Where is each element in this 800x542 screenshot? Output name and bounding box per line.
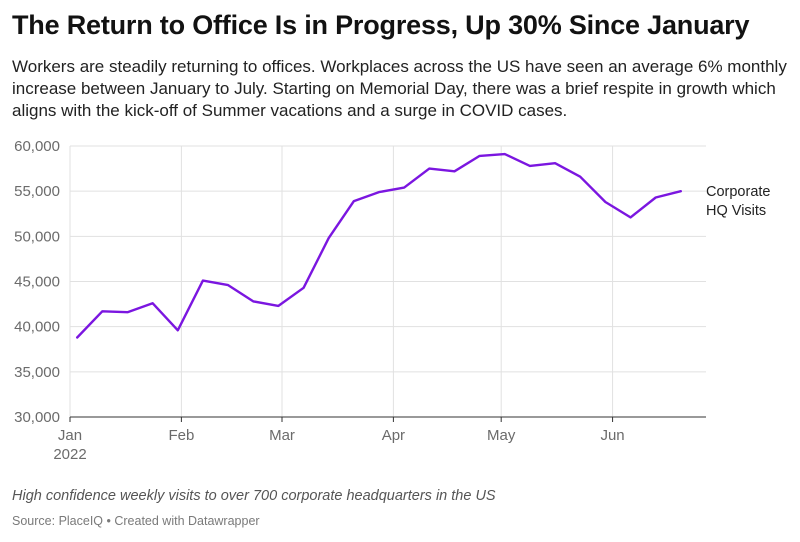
y-tick-label: 50,000 bbox=[14, 228, 60, 245]
y-tick-label: 30,000 bbox=[14, 409, 60, 426]
line-chart: 30,000 35,000 40,000 45,000 50,000 55,000 60,0… bbox=[14, 138, 770, 463]
chart-source: Source: PlaceIQ • Created with Datawrapp… bbox=[12, 514, 260, 528]
series-layer: Corporate HQ Visits bbox=[75, 152, 770, 339]
source-separator: • bbox=[103, 514, 115, 528]
series-label-line: HQ Visits bbox=[706, 203, 766, 219]
x-tick-label: Apr bbox=[382, 427, 405, 444]
y-tick-label: 40,000 bbox=[14, 319, 60, 336]
gridlines bbox=[69, 145, 706, 417]
y-tick-label: 55,000 bbox=[14, 183, 60, 200]
source-link[interactable]: PlaceIQ bbox=[58, 514, 104, 528]
y-tick-label: 45,000 bbox=[14, 274, 60, 291]
series-label-line: Corporate bbox=[706, 184, 770, 200]
x-tick-label: Jun bbox=[600, 427, 624, 444]
y-tick-label: 35,000 bbox=[14, 364, 60, 381]
chart-subtitle: Workers are steadily returning to office… bbox=[12, 57, 787, 120]
chart-title: The Return to Office Is in Progress, Up … bbox=[12, 10, 750, 40]
source-prefix: Source: bbox=[12, 514, 59, 528]
chart-notes: High confidence weekly visits to over 70… bbox=[12, 488, 496, 504]
series-line bbox=[75, 152, 682, 339]
y-axis-labels: 30,000 35,000 40,000 45,000 50,000 55,000 60,0… bbox=[14, 138, 60, 426]
y-tick-label: 60,000 bbox=[14, 138, 60, 155]
x-tick-sublabel: 2022 bbox=[53, 446, 86, 463]
datawrapper-credit-link[interactable]: Created with Datawrapper bbox=[114, 514, 260, 528]
x-axis: Jan 2022 Feb Mar Apr May Jun bbox=[53, 416, 706, 463]
x-tick-label: May bbox=[487, 427, 516, 444]
x-tick-label: Mar bbox=[269, 427, 295, 444]
x-tick-label: Feb bbox=[168, 427, 194, 444]
series-end-label: Corporate HQ Visits bbox=[706, 184, 770, 219]
x-tick-label: Jan bbox=[58, 427, 82, 444]
